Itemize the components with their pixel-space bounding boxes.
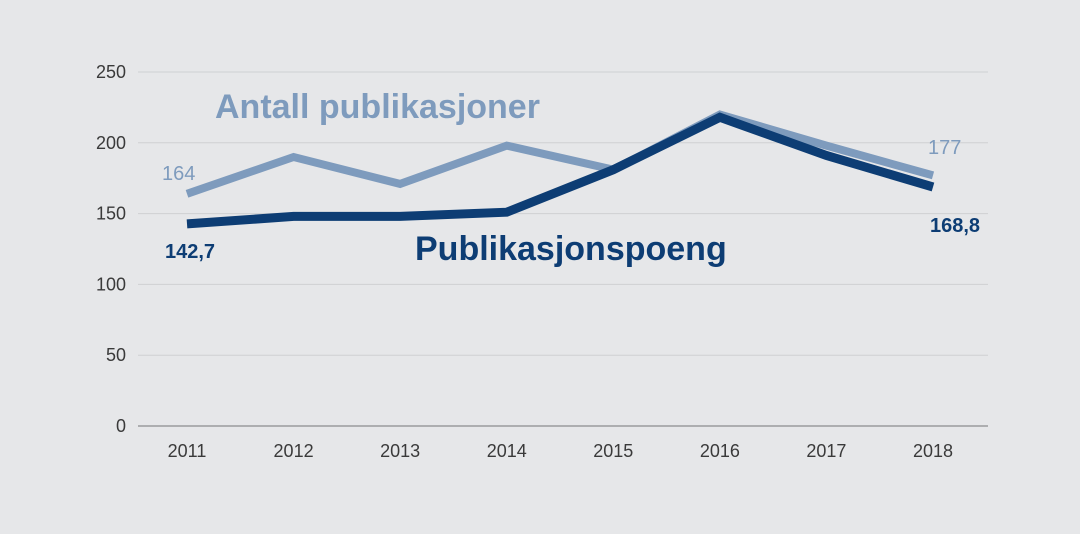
x-tick-label: 2015 — [593, 441, 633, 461]
y-tick-label: 50 — [106, 345, 126, 365]
y-tick-label: 250 — [96, 62, 126, 82]
y-tick-label: 0 — [116, 416, 126, 436]
y-axis-ticks: 0 50 100 150 200 250 — [96, 62, 126, 436]
y-tick-label: 150 — [96, 204, 126, 224]
x-tick-label: 2016 — [700, 441, 740, 461]
x-tick-label: 2014 — [487, 441, 527, 461]
x-tick-label: 2017 — [806, 441, 846, 461]
data-label-poeng-start: 142,7 — [165, 241, 215, 263]
x-axis-ticks: 2011 2012 2013 2014 2015 2016 2017 2018 — [168, 441, 953, 461]
x-tick-label: 2012 — [274, 441, 314, 461]
data-label-antall-start: 164 — [162, 163, 195, 185]
y-tick-label: 100 — [96, 274, 126, 294]
x-tick-label: 2018 — [913, 441, 953, 461]
series-layer — [185, 110, 935, 229]
x-tick-label: 2011 — [168, 441, 207, 461]
x-tick-label: 2013 — [380, 441, 420, 461]
series-label-publikasjonspoeng: Publikasjonspoeng — [415, 230, 727, 268]
y-tick-label: 200 — [96, 133, 126, 153]
series-line-antall-publikasjoner — [185, 110, 935, 198]
data-label-antall-end: 177 — [928, 137, 961, 159]
data-label-poeng-end: 168,8 — [930, 215, 980, 237]
series-label-antall-publikasjoner: Antall publikasjoner — [215, 88, 540, 126]
series-line-publikasjonspoeng — [186, 112, 935, 229]
